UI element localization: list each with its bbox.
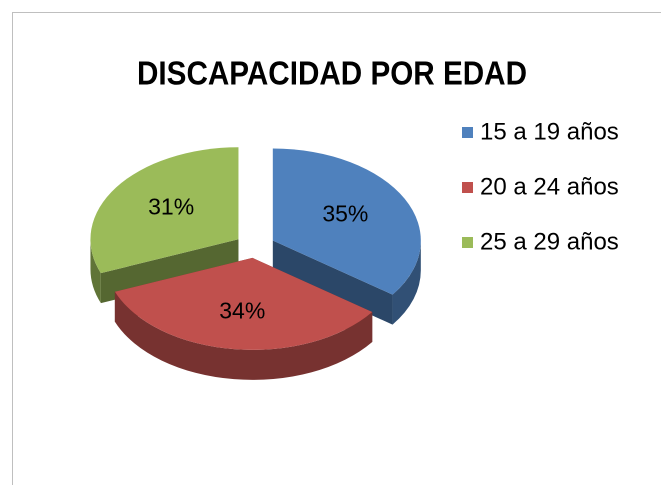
slice-wall — [392, 240, 421, 325]
data-label: 31% — [148, 193, 194, 219]
pie-slice — [272, 148, 421, 325]
data-label: 34% — [219, 298, 265, 324]
slice-top — [90, 147, 239, 274]
legend-swatch — [462, 127, 473, 138]
slice-side — [272, 240, 393, 325]
legend-swatch — [462, 182, 473, 193]
pie-slice — [114, 257, 373, 380]
slice-wall — [114, 291, 373, 380]
chart-title: DISCAPACIDAD POR EDAD — [137, 55, 527, 92]
legend-label: 25 a 29 años — [480, 228, 619, 255]
slice-wall — [90, 239, 101, 304]
legend-swatch — [462, 237, 473, 248]
data-label: 35% — [322, 201, 368, 227]
legend-label: 15 a 19 años — [480, 118, 619, 145]
legend-label: 20 a 24 años — [480, 173, 619, 200]
slice-top — [114, 257, 373, 350]
slice-top — [272, 148, 421, 295]
